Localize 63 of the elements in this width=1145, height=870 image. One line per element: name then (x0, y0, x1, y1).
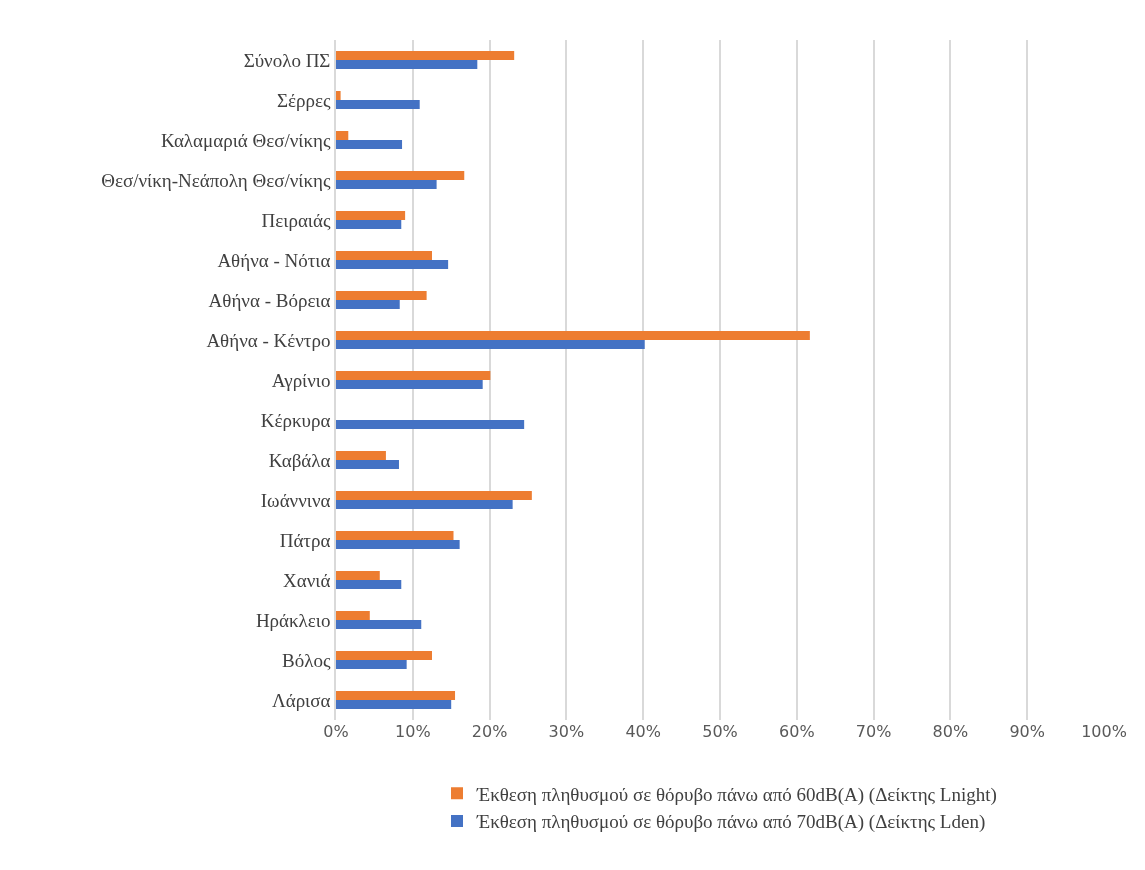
bar (336, 420, 525, 429)
y-tick-label: Αγρίνιο (271, 369, 331, 391)
x-tick-label: 100% (1081, 722, 1127, 741)
bar (336, 180, 437, 189)
bar (336, 340, 645, 349)
x-tick-label: 30% (548, 722, 585, 741)
x-tick-label: 90% (1009, 722, 1045, 741)
y-tick-label: Ηράκλειο (255, 609, 331, 631)
bar (336, 651, 432, 660)
y-tick-label: Σύνολο ΠΣ (243, 49, 331, 71)
y-tick-label: Θεσ/νίκη-Νεάπολη Θεσ/νίκης (101, 169, 331, 191)
y-tick-label: Αθήνα - Βόρεια (208, 289, 331, 311)
x-tick-label: 60% (779, 722, 815, 741)
y-tick-label: Καβάλα (268, 449, 331, 471)
bar (336, 220, 402, 229)
bar (336, 380, 483, 389)
bar (336, 620, 422, 629)
bar (336, 260, 449, 269)
y-tick-label: Πάτρα (279, 529, 331, 551)
y-tick-label: Ιωάννινα (260, 489, 331, 511)
bar (336, 611, 370, 620)
y-tick-label: Πειραιάς (261, 209, 331, 231)
y-tick-label: Σέρρες (276, 89, 331, 111)
y-tick-label: Χανιά (283, 569, 331, 591)
bar (336, 540, 460, 549)
bar (336, 531, 454, 540)
x-tick-label: 20% (471, 722, 508, 741)
bar (336, 91, 341, 100)
bar (336, 491, 532, 500)
legend-label: Έκθεση πληθυσμού σε θόρυβο πάνω από 70dB(A) (Δείκτης Lden) (476, 811, 986, 834)
bar (336, 51, 515, 60)
x-tick-label: 40% (625, 722, 661, 741)
bar (336, 171, 465, 180)
bar (336, 100, 420, 109)
bar (336, 500, 513, 509)
bar (336, 660, 407, 669)
x-tick-label: 50% (702, 722, 738, 741)
y-tick-label: Κέρκυρα (260, 409, 331, 431)
bar (336, 140, 403, 149)
bar (336, 371, 491, 380)
bar (336, 451, 386, 460)
x-tick-label: 10% (395, 722, 431, 741)
x-tick-label: 0% (323, 722, 349, 741)
bar (336, 700, 452, 709)
y-tick-label: Αθήνα - Νότια (217, 249, 331, 271)
bar (336, 300, 400, 309)
bar (336, 211, 406, 220)
bar (336, 251, 432, 260)
bar (336, 131, 349, 140)
x-tick-label: 80% (932, 722, 969, 741)
y-tick-label: Βόλος (282, 649, 331, 671)
bar (336, 291, 427, 300)
y-tick-label: Καλαμαριά Θεσ/νίκης (160, 129, 331, 151)
bar (336, 60, 478, 69)
bar (336, 571, 380, 580)
bar (336, 331, 810, 340)
y-tick-label: Λάρισα (271, 689, 331, 711)
bar (336, 580, 402, 589)
legend-label: Έκθεση πληθυσμού σε θόρυβο πάνω από 60dB(A) (Δείκτης Lnight) (476, 783, 997, 806)
bar (336, 691, 456, 700)
x-tick-label: 70% (855, 722, 892, 741)
y-tick-label: Αθήνα - Κέντρο (206, 329, 331, 351)
bar (336, 460, 399, 469)
